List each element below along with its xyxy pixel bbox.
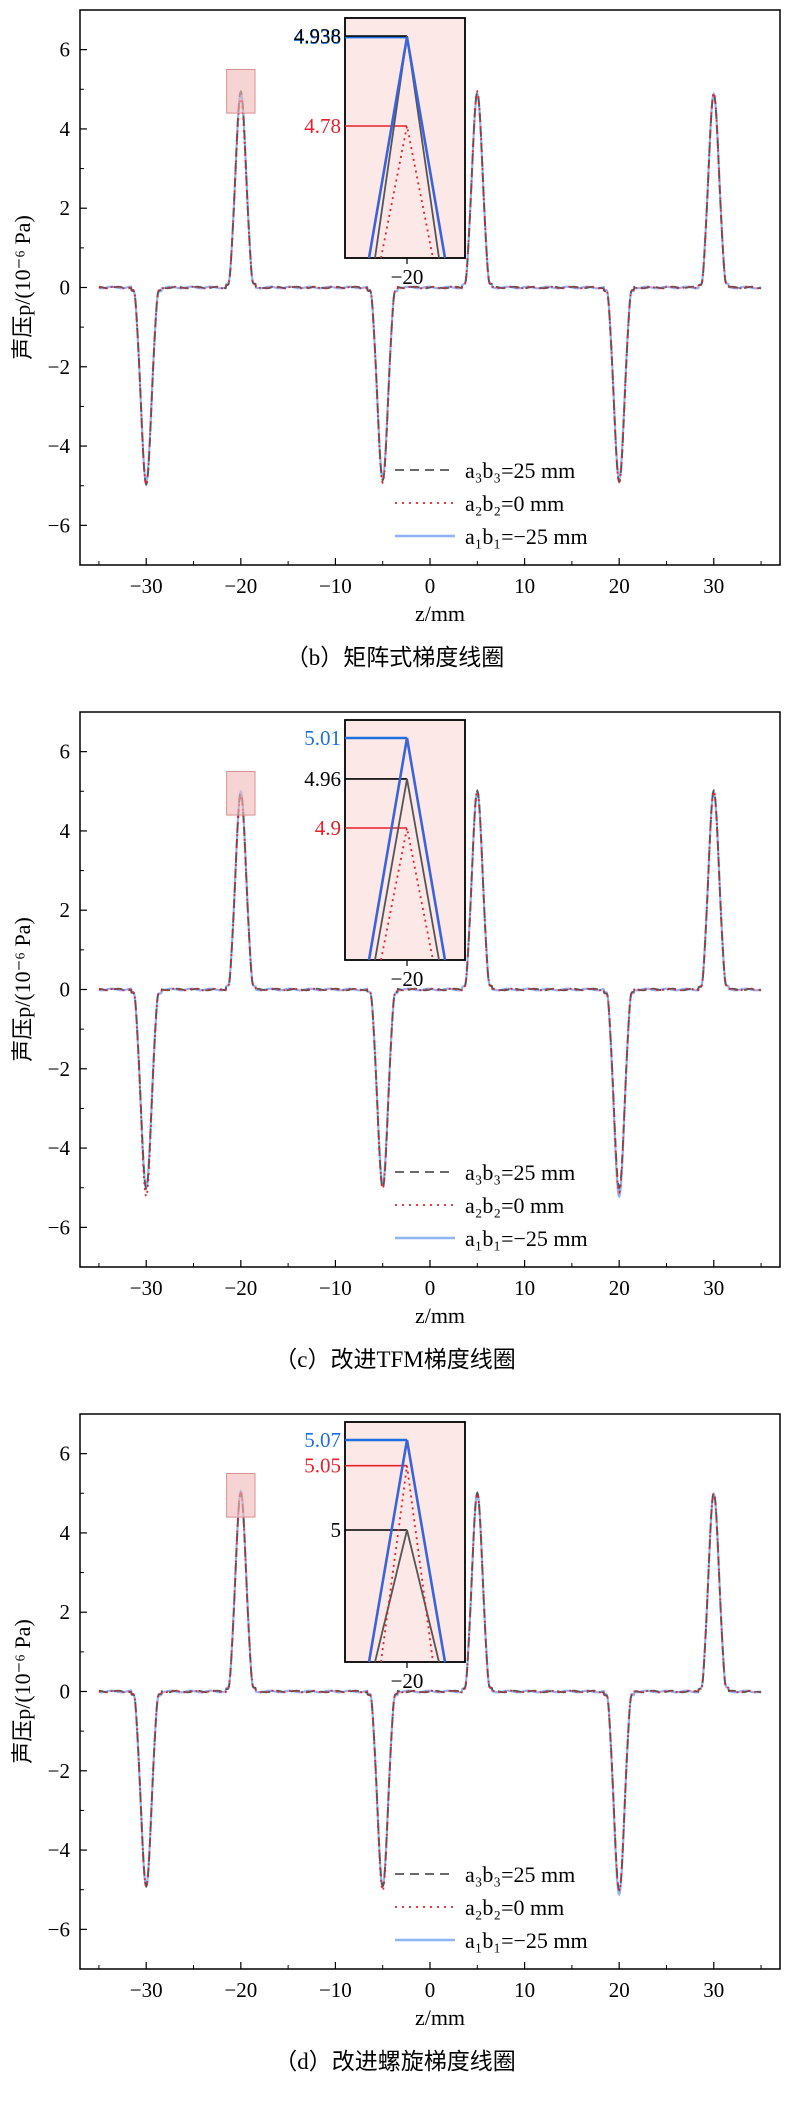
- y-axis-label: 声压p/(10⁻⁶ Pa): [10, 215, 35, 360]
- legend-label: a₂b₂=0 mm: [465, 1895, 564, 1920]
- y-tick-label: 4: [60, 819, 71, 843]
- chart-panel-d: −30 −20 −10 0 10 20 30 6 4 2 0 −2 −4 −6 声压p/(10⁻⁶ Pa) z…: [0, 1404, 790, 2107]
- inset-x-tick-label: −20: [391, 967, 424, 991]
- legend-label: a₃b₃=25 mm: [465, 1160, 575, 1185]
- x-tick-label: 20: [609, 574, 630, 598]
- series-line-dash: [98, 89, 762, 487]
- inset-peak-line: [380, 1465, 434, 1663]
- inset-x-tick-label: −20: [391, 1669, 424, 1693]
- series-line-dash: [98, 1490, 762, 1892]
- inset-frame: [344, 17, 466, 259]
- x-tick-label: −10: [319, 1276, 352, 1300]
- y-tick-label: 2: [60, 1600, 71, 1624]
- inset-frame: [344, 719, 466, 961]
- panel-caption: （d）改进螺旋梯度线圈: [274, 2049, 516, 2074]
- y-tick-label: 6: [60, 38, 71, 62]
- y-tick-label: 6: [60, 740, 71, 764]
- y-tick-label: 4: [60, 117, 71, 141]
- chart-panel-c: −30 −20 −10 0 10 20 30 6 4 2 0 −2 −4 −6 声压p/(10⁻⁶ Pa) z…: [0, 702, 790, 1404]
- inset-peak-line: [374, 1529, 440, 1663]
- legend-label: a₃b₃=25 mm: [465, 1862, 575, 1887]
- y-tick-label: −6: [48, 1917, 70, 1941]
- y-tick-label: −6: [48, 513, 70, 537]
- zoom-highlight-box: [226, 1472, 256, 1518]
- y-tick-label: −2: [48, 355, 70, 379]
- y-tick-label: 6: [60, 1442, 71, 1466]
- y-tick-label: 2: [60, 898, 71, 922]
- x-axis-label: z/mm: [415, 601, 465, 626]
- y-tick-label: −2: [48, 1057, 70, 1081]
- y-tick-label: −4: [48, 1838, 71, 1862]
- y-tick-label: 0: [60, 276, 71, 300]
- x-axis-label: z/mm: [415, 1303, 465, 1328]
- x-tick-label: −20: [224, 1978, 257, 2002]
- x-tick-label: 0: [425, 1276, 436, 1300]
- inset-value-label: 4.9: [315, 816, 341, 840]
- legend-label: a₁b₁=−25 mm: [465, 524, 588, 549]
- x-tick-label: 0: [425, 574, 436, 598]
- zoom-highlight-box: [226, 770, 256, 816]
- x-tick-label: −20: [224, 1276, 257, 1300]
- y-tick-label: 2: [60, 196, 71, 220]
- y-tick-label: −4: [48, 434, 71, 458]
- x-tick-label: −30: [130, 1978, 163, 2002]
- inset-x-tick-label: −20: [391, 265, 424, 289]
- panel-caption: （c）改进TFM梯度线圈: [274, 1347, 516, 1372]
- y-tick-label: 0: [60, 978, 71, 1002]
- legend-label: a₂b₂=0 mm: [465, 1193, 564, 1218]
- legend-label: a₁b₁=−25 mm: [465, 1226, 588, 1251]
- x-tick-label: 0: [425, 1978, 436, 2002]
- y-tick-label: 4: [60, 1521, 71, 1545]
- x-axis-label: z/mm: [415, 2005, 465, 2030]
- inset-peak-line: [367, 1439, 447, 1663]
- y-tick-label: 0: [60, 1680, 71, 1704]
- y-axis-label: 声压p/(10⁻⁶ Pa): [10, 917, 35, 1062]
- x-tick-label: 10: [514, 1978, 535, 2002]
- inset-value-label: 4.936: [294, 25, 341, 49]
- y-tick-label: −6: [48, 1215, 70, 1239]
- legend-label: a₂b₂=0 mm: [465, 491, 564, 516]
- x-tick-label: 10: [514, 1276, 535, 1300]
- panel-caption: （b）矩阵式梯度线圈: [286, 645, 505, 670]
- y-tick-label: −4: [48, 1136, 71, 1160]
- x-tick-label: −30: [130, 1276, 163, 1300]
- inset-value-label: 4.938: [294, 24, 341, 48]
- x-tick-label: −30: [130, 574, 163, 598]
- inset-value-label: 5.01: [304, 726, 341, 750]
- x-tick-label: −10: [319, 1978, 352, 2002]
- inset-zoom: [344, 1421, 466, 1668]
- x-tick-label: −20: [224, 574, 257, 598]
- inset-zoom: [344, 719, 466, 966]
- inset-value-label: 5: [331, 1518, 342, 1542]
- inset-zoom: [344, 17, 466, 264]
- x-tick-label: 30: [703, 1276, 724, 1300]
- x-tick-label: 30: [703, 574, 724, 598]
- zoom-highlight-box: [226, 68, 256, 114]
- inset-value-label: 5.07: [304, 1428, 341, 1452]
- x-tick-label: 20: [609, 1978, 630, 2002]
- inset-peak-line: [374, 778, 440, 961]
- legend-label: a₁b₁=−25 mm: [465, 1928, 588, 1953]
- x-tick-label: 20: [609, 1276, 630, 1300]
- x-tick-label: 30: [703, 1978, 724, 2002]
- inset-value-label: 4.78: [304, 114, 341, 138]
- inset-peak-line: [367, 737, 447, 961]
- y-axis-label: 声压p/(10⁻⁶ Pa): [10, 1619, 35, 1764]
- y-tick-label: −2: [48, 1759, 70, 1783]
- chart-panel-b: −30 −20 −10 0 10 20 30 6 4 2 0 −2 −4 −6 声压p/(10⁻⁶ Pa) z…: [0, 0, 790, 702]
- x-tick-label: −10: [319, 574, 352, 598]
- legend-label: a₃b₃=25 mm: [465, 458, 575, 483]
- x-tick-label: 10: [514, 574, 535, 598]
- series-line-dot: [98, 789, 762, 1199]
- inset-peak-line: [367, 36, 447, 259]
- inset-value-label: 4.96: [304, 767, 341, 791]
- inset-peak-line: [374, 35, 440, 259]
- inset-value-label: 5.05: [304, 1454, 341, 1478]
